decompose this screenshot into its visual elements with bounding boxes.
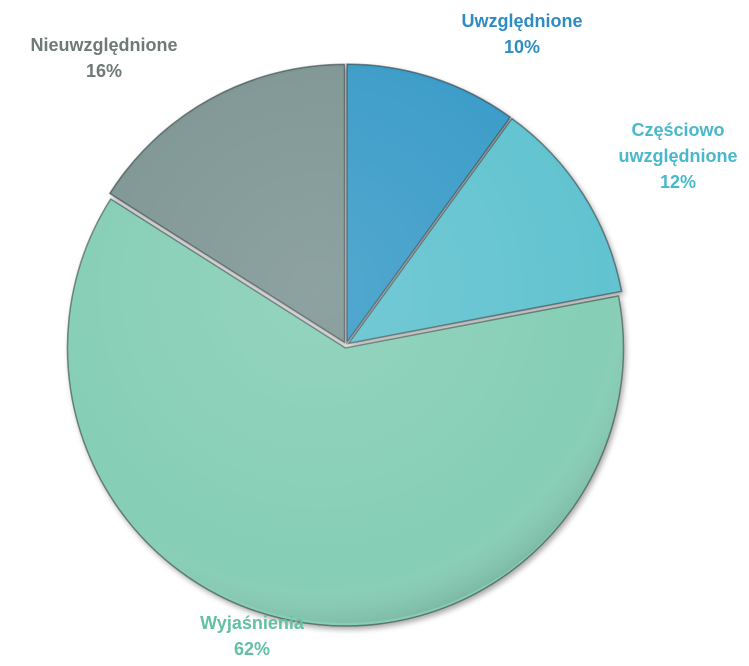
data-label-category: uwzględnione: [618, 146, 738, 166]
data-label-uwzględnione: Uwzględnione 10%: [462, 8, 583, 60]
data-label-category: Wyjaśnienia: [200, 613, 304, 633]
data-label-nieuwzględnione: Nieuwzględnione 16%: [30, 32, 177, 84]
data-label-wyjaśnienia: Wyjaśnienia 62%: [200, 610, 304, 662]
data-label-percentage: 16%: [85, 61, 123, 81]
data-label-percentage: 10%: [503, 37, 541, 57]
data-label-częściowo-uwzględnione: Częściowo uwzględnione 12%: [619, 117, 738, 195]
data-label-percentage: 62%: [233, 639, 271, 659]
data-label-category: Uwzględnione: [461, 11, 583, 31]
data-label-category: Częściowo: [631, 120, 725, 140]
data-label-percentage: 12%: [659, 172, 697, 192]
data-label-category: Nieuwzględnione: [30, 35, 178, 55]
